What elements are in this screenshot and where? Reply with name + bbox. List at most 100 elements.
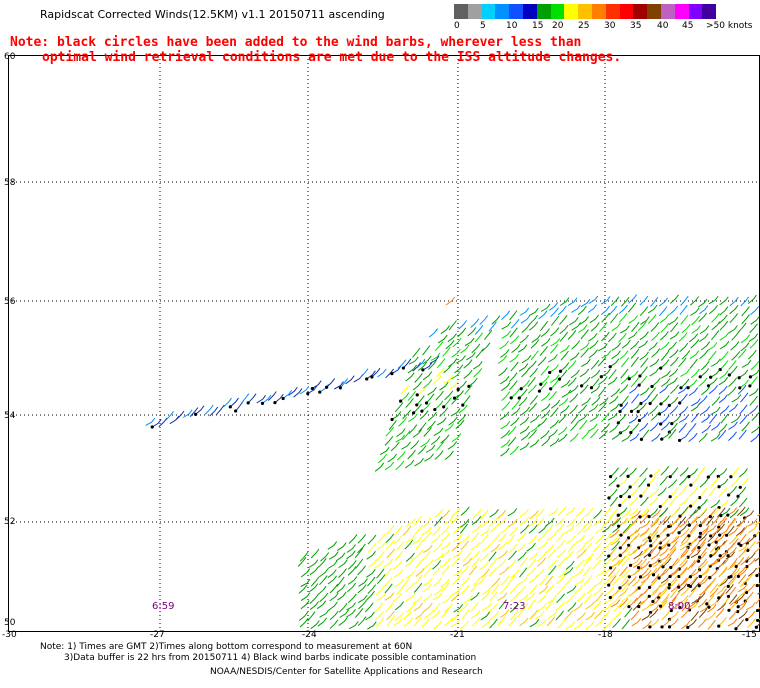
wind-barb [619,587,629,597]
wind-barb [500,575,510,586]
wind-barb [474,332,483,343]
wind-barb [611,540,620,551]
wind-barb [412,362,422,372]
wind-barb [652,592,661,602]
wind-barb [699,586,709,596]
wind-barb [647,567,658,577]
wind-barb [519,425,530,435]
wind-barb [386,548,395,559]
contamination-dot [338,386,342,390]
wind-barb [519,508,529,518]
wind-barb [711,396,721,406]
wind-barb [455,419,465,429]
wind-barb [501,321,512,330]
wind-barb [462,557,472,567]
wind-barb [711,321,721,331]
wind-barb [394,612,404,622]
wind-barb [473,361,483,370]
contamination-dot [686,386,690,390]
contamination-dot [686,583,691,588]
wind-barb [376,617,385,627]
wind-barb [699,507,708,517]
wind-barb [650,296,659,307]
wind-barb [429,355,440,364]
wind-barb [730,568,741,578]
wind-barb [640,357,649,368]
wind-barb [580,298,591,308]
wind-barb [484,329,493,340]
contamination-dot [726,594,731,599]
wind-barb [659,331,669,341]
wind-barb [578,324,588,334]
wind-barb [434,400,444,410]
wind-barb [659,600,668,611]
wind-barb [414,524,424,535]
wind-barb [680,378,690,389]
wind-barb [205,404,214,415]
wind-barb [540,375,550,385]
wind-barb [718,423,728,434]
wind-barb [357,594,368,604]
contamination-dot [755,573,759,578]
wind-barb [408,356,419,365]
wind-barb [434,552,444,562]
wind-barb [649,531,659,542]
wind-barb [746,610,756,620]
wind-barb [728,535,738,545]
wind-barb [405,582,415,593]
wind-barb [580,329,589,340]
wind-barb [488,517,498,527]
wind-barb [650,551,661,560]
wind-barb [367,584,376,595]
wind-barb [603,620,613,630]
wind-barb [472,509,482,519]
wind-barb [687,560,696,571]
wind-barb [710,477,720,487]
wind-barb [681,620,691,630]
wind-barb [520,379,530,390]
contamination-dot [707,543,711,547]
wind-barb [668,428,677,439]
wind-barb [708,305,718,315]
wind-barb [535,610,545,620]
wind-barb [715,608,725,618]
wind-barb [578,404,588,414]
wind-barb [482,586,492,595]
wind-barb [650,536,659,547]
wind-barb [698,608,708,618]
wind-barb [640,316,650,325]
wind-barb [560,362,570,372]
wind-barb [611,431,622,440]
wind-barb [589,340,599,350]
wind-barb [600,296,611,305]
legend-swatch [536,4,551,19]
wind-barb [630,423,640,433]
wind-barb [738,588,748,598]
wind-barb [737,384,747,395]
wind-barb [640,496,649,507]
wind-barb [461,609,470,620]
wind-barb [602,609,611,619]
wind-barb [718,517,728,528]
contamination-dot [433,407,437,412]
contamination-dot [637,604,641,609]
wind-barb [619,566,628,577]
wind-barb [509,310,518,321]
contamination-dot [687,475,691,479]
contamination-dot [415,393,419,397]
wind-barb [609,424,619,433]
contamination-dot [717,525,721,529]
wind-barb [659,579,669,588]
wind-barb [595,534,604,545]
wind-barb [570,369,580,379]
wind-barb [539,381,548,392]
wind-barb [445,296,456,306]
wind-barb [460,506,470,516]
contamination-dot [539,382,543,386]
wind-barb [630,557,641,566]
wind-barb [548,610,558,619]
wind-barb [247,393,257,404]
contamination-dot [677,438,682,443]
wind-barb [650,322,660,332]
contamination-dot [647,515,651,519]
